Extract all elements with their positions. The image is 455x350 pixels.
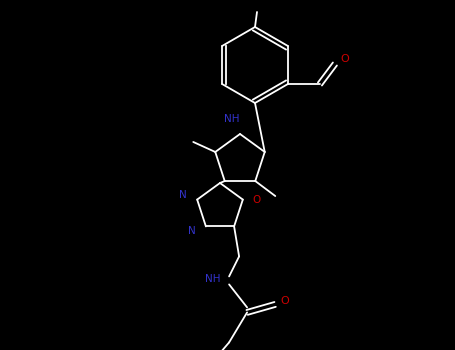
Text: Br: Br	[251, 0, 263, 2]
Text: O: O	[281, 296, 289, 306]
Text: NH: NH	[224, 114, 240, 124]
Text: N: N	[179, 190, 187, 200]
Text: N: N	[188, 226, 196, 236]
Text: O: O	[340, 54, 349, 64]
Text: O: O	[253, 195, 261, 205]
Text: NH: NH	[205, 274, 221, 285]
